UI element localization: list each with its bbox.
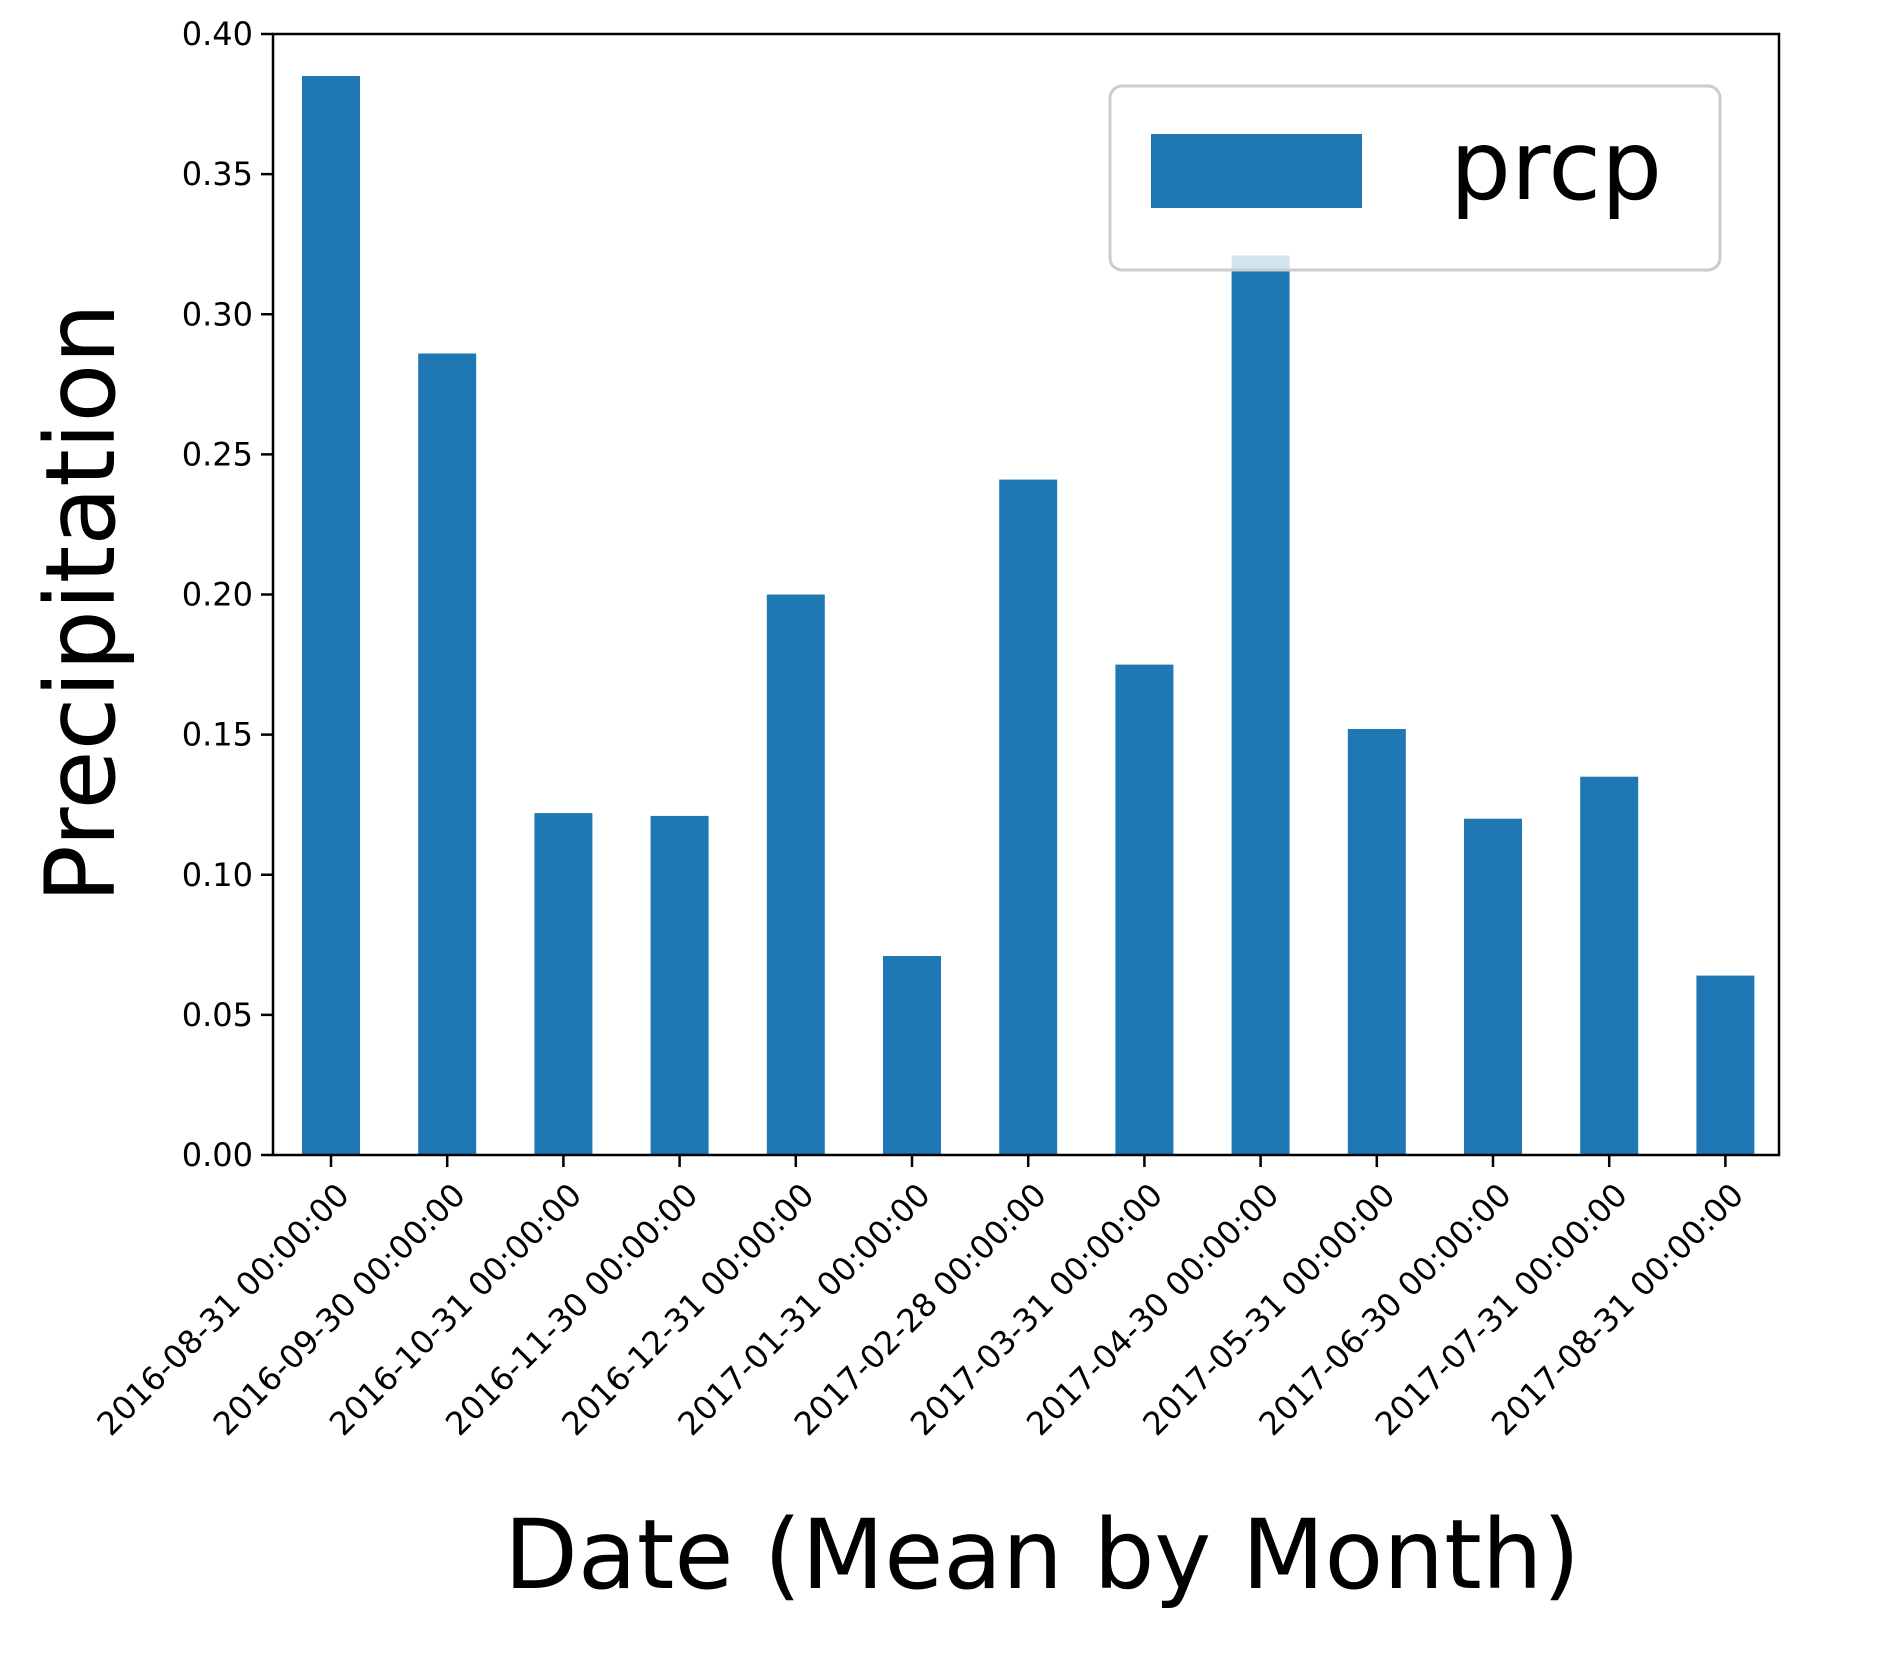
bar-2016-12-31 xyxy=(766,594,825,1155)
bar-2016-11-30 xyxy=(650,815,709,1155)
bar-2017-01-31 xyxy=(883,956,941,1155)
bar-2017-03-31 xyxy=(1115,664,1174,1155)
y-tick-label: 0.00 xyxy=(182,1136,253,1174)
legend: prcp xyxy=(1108,84,1722,272)
y-tick-label: 0.35 xyxy=(182,155,253,193)
y-tick-label: 0.20 xyxy=(182,576,253,614)
y-tick-label: 0.40 xyxy=(182,15,253,53)
bar-2017-04-30 xyxy=(1231,255,1290,1155)
bar-2016-09-30 xyxy=(418,353,477,1155)
bar-2017-07-31 xyxy=(1580,776,1639,1155)
bar-2016-10-31 xyxy=(534,813,593,1155)
legend-label-prcp: prcp xyxy=(1450,110,1662,222)
y-tick-label: 0.10 xyxy=(182,856,253,894)
y-tick-label: 0.25 xyxy=(182,435,253,473)
bar-2017-05-31 xyxy=(1347,729,1406,1155)
legend-frame xyxy=(1108,84,1722,272)
y-tick-label: 0.15 xyxy=(182,716,253,754)
y-tick-label: 0.05 xyxy=(182,996,253,1034)
bar-2017-08-31 xyxy=(1696,975,1755,1155)
y-axis-label: Precipitation xyxy=(25,303,137,903)
legend-swatch-prcp xyxy=(1151,134,1362,208)
bar-2016-08-31 xyxy=(302,76,360,1155)
x-axis-label: Date (Mean by Month) xyxy=(504,1499,1580,1611)
bar-2017-06-30 xyxy=(1464,818,1522,1155)
y-tick-label: 0.30 xyxy=(182,295,253,333)
bar-2017-02-28 xyxy=(999,479,1058,1156)
bars-layer xyxy=(302,76,1755,1156)
